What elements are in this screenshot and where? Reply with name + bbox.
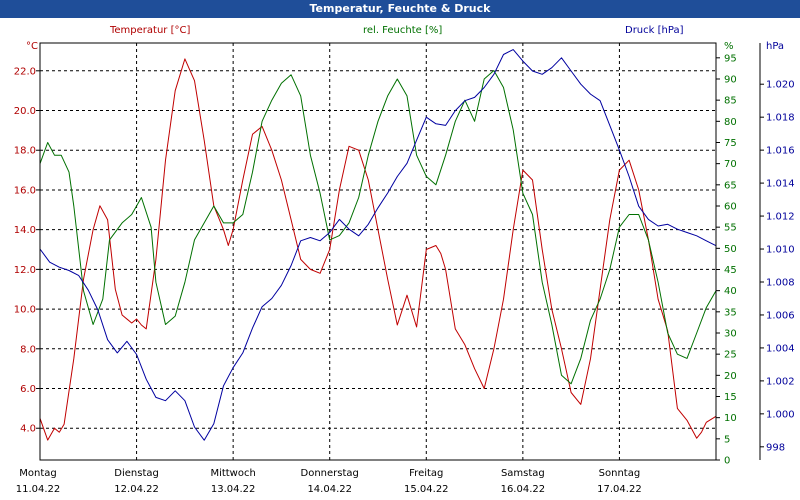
humidity-tick-label: 10 (724, 413, 737, 424)
chart-title: Temperatur, Feuchte & Druck (0, 0, 800, 18)
legend-humidity: rel. Feuchte [%] (363, 25, 442, 36)
x-label-date: 11.04.22 (16, 484, 61, 495)
x-label-day: Freitag (409, 468, 443, 479)
temperature-tick-label: 12.0 (14, 265, 36, 276)
chart-area: 4.0 6.0 8.0 10.0 12.0 14.0 16.0 18.0 20.0 22.0 0 5… (0, 18, 800, 500)
pressure-tick-label: 1.004 (766, 343, 795, 354)
temperature-tick-label: 14.0 (14, 225, 36, 236)
humidity-tick-label: 25 (724, 350, 737, 361)
humidity-tick-label: 95 (724, 53, 737, 64)
temperature-tick-label: 22.0 (14, 66, 36, 77)
humidity-tick-label: 5 (724, 434, 730, 445)
pressure-tick-label: 1.000 (766, 409, 795, 420)
pressure-tick-label: 1.018 (766, 113, 795, 124)
temperature-tick-label: 4.0 (20, 424, 36, 435)
x-label-day: Dienstag (114, 468, 159, 479)
series-line-press (39, 49, 717, 441)
plot-frame (39, 42, 717, 461)
humidity-tick-label: 55 (724, 223, 737, 234)
pressure-tick-label: 1.006 (766, 310, 795, 321)
pressure-tick-label: 1.002 (766, 376, 795, 387)
series-line-hum (39, 70, 717, 385)
humidity-tick-label: 60 (724, 201, 737, 212)
temperature-tick-label: 20.0 (14, 106, 36, 117)
x-axis-labels: Montag 11.04.22 Dienstag 12.04.22 Mittwoch 13… (16, 468, 642, 495)
x-label-date: 16.04.22 (501, 484, 546, 495)
pressure-tick-label: 1.012 (766, 212, 795, 223)
x-label-date: 12.04.22 (114, 484, 159, 495)
humidity-tick-label: 80 (724, 117, 737, 128)
x-label-day: Montag (19, 468, 56, 479)
pressure-unit-label: hPa (766, 41, 784, 52)
x-label-date: 17.04.22 (597, 484, 642, 495)
pressure-tick-label: 1.010 (766, 245, 795, 256)
x-label-day: Mittwoch (210, 468, 255, 479)
legend-temperature: Temperatur [°C] (109, 25, 190, 36)
x-label-day: Samstag (501, 468, 545, 479)
pressure-tick-label: 998 (766, 442, 785, 453)
temperature-tick-label: 8.0 (20, 344, 36, 355)
pressure-tick-label: 1.016 (766, 146, 795, 157)
temperature-axis: 4.0 6.0 8.0 10.0 12.0 14.0 16.0 18.0 20.0 22.0 (14, 66, 40, 435)
x-label-date: 14.04.22 (307, 484, 352, 495)
humidity-tick-label: 65 (724, 180, 737, 191)
humidity-axis: 0 5 10 15 20 25 30 35 40 45 50 55 60 65 70 75 80 85 90 95% (716, 41, 737, 467)
series-line-temp (39, 58, 717, 441)
pressure-tick-label: 1.008 (766, 277, 795, 288)
pressure-tick-label: 1.014 (766, 179, 795, 190)
temperature-tick-label: 10.0 (14, 305, 36, 316)
chart-background (0, 18, 800, 500)
temperature-tick-label: 18.0 (14, 146, 36, 157)
series-layer (39, 49, 717, 441)
pressure-tick-label: 1.020 (766, 80, 795, 91)
x-label-date: 13.04.22 (211, 484, 256, 495)
legend-pressure: Druck [hPa] (625, 25, 684, 36)
humidity-tick-label: 85 (724, 96, 737, 107)
x-label-day: Donnerstag (301, 468, 359, 479)
humidity-tick-label: 45 (724, 265, 737, 276)
humidity-tick-label: 30 (724, 328, 737, 339)
humidity-tick-label: 90 (724, 74, 737, 85)
humidity-tick-label: 75 (724, 138, 737, 149)
temperature-tick-label: 16.0 (14, 185, 36, 196)
x-label-date: 15.04.22 (404, 484, 449, 495)
humidity-tick-label: 15 (724, 392, 737, 403)
humidity-tick-label: 40 (724, 286, 737, 297)
humidity-tick-label: 50 (724, 244, 737, 255)
humidity-tick-label: 70 (724, 159, 737, 170)
temperature-unit-label: °C (26, 41, 38, 52)
pressure-axis: 998 1.000 1.002 1.004 1.006 1.008 1.010 1.012 1.… (760, 80, 795, 453)
humidity-tick-label: 0 (724, 456, 730, 467)
humidity-unit-label: % (724, 41, 734, 52)
x-label-day: Sonntag (599, 468, 641, 479)
humidity-tick-label: 35 (724, 307, 737, 318)
humidity-tick-label: 20 (724, 371, 737, 382)
temperature-tick-label: 6.0 (20, 384, 36, 395)
